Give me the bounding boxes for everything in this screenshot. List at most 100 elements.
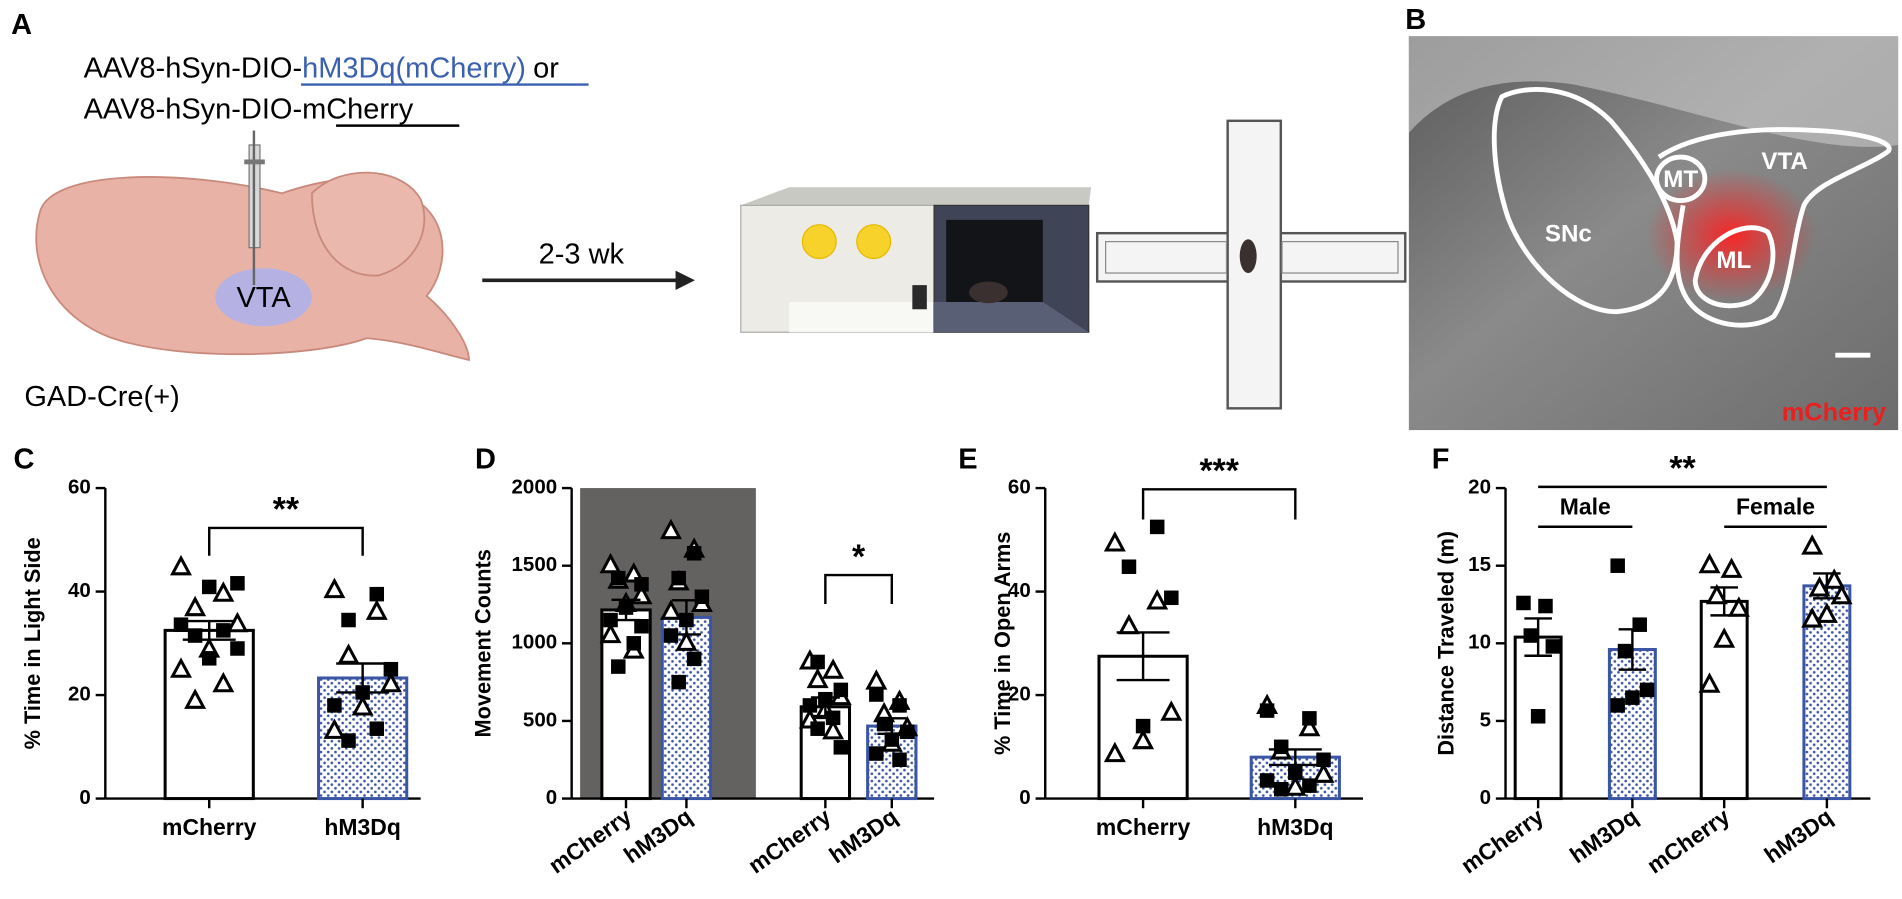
y-tick-label: 10 <box>1468 631 1491 654</box>
error-bar <box>1710 586 1738 617</box>
stain-label: mCherry <box>1782 398 1886 426</box>
region-label: ML <box>1716 247 1751 274</box>
error-bar <box>671 599 701 636</box>
data-point <box>1302 778 1317 793</box>
data-point <box>379 671 402 693</box>
data-point <box>1801 534 1824 555</box>
y-tick-label: 0 <box>546 786 557 809</box>
data-point <box>869 687 884 702</box>
data-point <box>1823 568 1846 589</box>
x-tick-label: hM3Dq <box>1257 814 1333 840</box>
data-point <box>1273 781 1289 797</box>
y-tick-label: 0 <box>1480 786 1491 809</box>
x-tick-label: mCherry <box>544 803 636 879</box>
histology-image <box>1408 36 1899 431</box>
group-label: Male <box>1560 494 1611 520</box>
vector-name: hM3Dq(mCherry) <box>302 52 526 84</box>
panel-letter: E <box>958 444 977 476</box>
y-tick-label: 1000 <box>512 631 558 654</box>
y-tick-label: 60 <box>1008 475 1031 498</box>
brain <box>35 130 470 362</box>
data-point <box>806 667 829 689</box>
data-point <box>1302 711 1317 726</box>
error-bar <box>1268 748 1322 767</box>
y-tick-label: 5 <box>1480 708 1491 731</box>
data-point <box>1610 558 1625 573</box>
data-point <box>686 651 702 667</box>
data-point <box>1705 583 1728 605</box>
data-point <box>201 579 217 595</box>
x-tick-label: mCherry <box>1642 803 1734 879</box>
data-point <box>230 576 245 591</box>
data-point <box>1720 557 1743 578</box>
y-axis-label: % Time in Light Side <box>20 537 45 749</box>
data-point <box>226 611 249 633</box>
data-point <box>1698 672 1721 693</box>
data-point <box>1639 682 1655 698</box>
arrowhead <box>675 270 695 290</box>
data-point <box>184 688 207 709</box>
data-point <box>634 618 649 634</box>
significance-label: ** <box>1669 450 1696 488</box>
error-bar <box>810 696 840 718</box>
x-tick-label: hM3Dq <box>324 814 400 840</box>
data-point <box>810 654 825 670</box>
data-point <box>634 577 649 592</box>
data-point <box>1815 602 1838 623</box>
y-axis-label: Movement Counts <box>471 549 496 737</box>
error-bar <box>877 717 907 736</box>
significance-bracket <box>208 526 364 556</box>
data-point <box>327 698 342 713</box>
data-point <box>810 721 825 736</box>
data-point <box>1117 613 1140 635</box>
data-point <box>383 661 399 677</box>
region-label: VTA <box>236 282 291 314</box>
panel-letter: B <box>1405 4 1426 36</box>
region-label: MT <box>1663 166 1698 193</box>
data-point <box>892 752 907 767</box>
data-point <box>1164 590 1179 606</box>
data-point <box>1132 728 1155 750</box>
data-point <box>1530 709 1546 724</box>
data-point <box>1625 690 1640 705</box>
bar <box>1607 648 1657 801</box>
data-point <box>1160 700 1183 721</box>
data-point <box>694 589 710 604</box>
data-point <box>802 698 818 713</box>
data-point <box>212 671 235 693</box>
panel-letter: A <box>11 9 32 41</box>
data-point <box>675 630 698 651</box>
data-point <box>822 658 845 679</box>
data-point <box>201 651 217 666</box>
data-point <box>1610 698 1625 713</box>
data-point <box>865 669 888 690</box>
data-point <box>1698 552 1721 574</box>
region-label: SNc <box>1545 221 1592 248</box>
data-point <box>1288 765 1303 780</box>
data-point <box>323 718 346 739</box>
y-tick-label: 60 <box>68 475 91 498</box>
y-tick-label: 1500 <box>512 553 558 576</box>
data-point <box>900 724 915 740</box>
data-point <box>1103 741 1126 763</box>
error-bar <box>1116 631 1170 682</box>
data-point <box>671 570 686 586</box>
data-point <box>611 659 626 674</box>
x-tick-label: hM3Dq <box>1565 803 1643 868</box>
data-point <box>825 710 841 726</box>
data-point <box>1135 718 1151 734</box>
data-point <box>671 674 686 690</box>
vector-prefix: AAV8-hSyn-DIO- <box>84 52 303 84</box>
significance-label: *** <box>1199 452 1239 490</box>
data-point <box>1545 639 1561 654</box>
data-point <box>1146 589 1169 610</box>
y-tick-label: 20 <box>1008 682 1031 705</box>
light-dark-box <box>740 187 1092 333</box>
data-point <box>1316 752 1331 767</box>
region-label: VTA <box>1761 148 1808 175</box>
error-bar <box>1618 628 1647 671</box>
data-point <box>663 628 679 643</box>
x-tick-label: mCherry <box>743 803 835 879</box>
data-point <box>1149 519 1165 535</box>
